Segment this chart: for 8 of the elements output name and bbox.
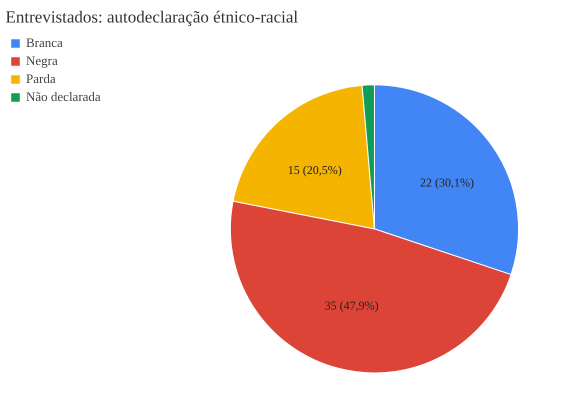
- data-label: 15 (20,5%): [288, 163, 342, 178]
- chart-title: Entrevistados: autodeclaração étnico-racial: [6, 8, 298, 26]
- legend-label: Parda: [26, 71, 56, 87]
- data-label: 35 (47,9%): [324, 298, 379, 312]
- legend-label: Branca: [26, 35, 63, 51]
- legend-label: Negra: [26, 53, 58, 69]
- data-label: 22 (30,1%): [420, 176, 474, 190]
- legend-label: Não declarada: [26, 89, 101, 105]
